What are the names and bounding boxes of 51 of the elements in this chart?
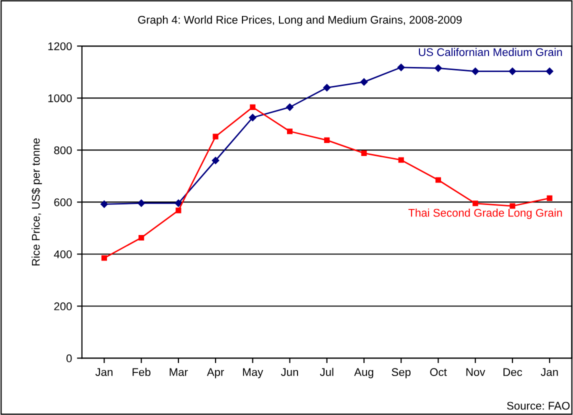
x-tick-label: Dec (504, 368, 522, 376)
y-tick-label: 1000 (48, 94, 72, 102)
y-tick-label: 400 (54, 250, 72, 258)
chart-title: Graph 4: World Rice Prices, Long and Medium Grains, 2008-2009 (138, 16, 462, 26)
x-tick-label: May (243, 368, 264, 378)
x-tick-label: Aug (354, 368, 374, 378)
y-tick-label: 1200 (48, 42, 72, 50)
x-tick-label: Mar (170, 368, 188, 376)
y-tick-label: 200 (54, 302, 72, 310)
y-tick-label: 600 (54, 198, 72, 206)
point (397, 64, 405, 72)
point (176, 208, 182, 214)
point (510, 203, 516, 209)
point (287, 128, 293, 134)
x-tick-label: Jun (281, 368, 298, 376)
point (434, 64, 442, 72)
point (472, 200, 478, 206)
x-tick-label: Feb (132, 368, 150, 376)
point (138, 200, 145, 207)
x-tick-label: Nov (466, 368, 486, 376)
point (249, 114, 256, 122)
point (360, 78, 368, 86)
point (250, 104, 256, 110)
point (324, 137, 330, 143)
x-tick-label: Jan (540, 368, 558, 376)
point (138, 234, 144, 241)
point (212, 156, 220, 164)
y-tick-label: 800 (54, 146, 72, 154)
y-axis-title: Rice Price, US$ per tonne (31, 138, 42, 266)
point (100, 200, 108, 208)
point (546, 68, 554, 75)
y-tick-label: 0 (66, 354, 72, 362)
x-tick-label: Jul (320, 368, 334, 376)
point (174, 200, 182, 207)
x-tick-label: Oct (430, 368, 447, 376)
point (398, 157, 404, 163)
series-label: US Californian Medium Grain (418, 48, 562, 56)
point (546, 195, 552, 201)
point (361, 150, 367, 156)
point (508, 68, 516, 75)
point (212, 134, 218, 140)
x-tick-label: Sep (392, 368, 411, 378)
x-tick-label: Jan (95, 368, 112, 376)
point (435, 177, 442, 183)
series-label: Thai Second Grade Long Grain (408, 208, 562, 219)
x-tick-label: Apr (206, 368, 224, 378)
point (323, 84, 331, 92)
point (286, 104, 294, 111)
source-note: Source: FAO (507, 402, 570, 410)
point (101, 255, 107, 261)
point (472, 68, 479, 75)
